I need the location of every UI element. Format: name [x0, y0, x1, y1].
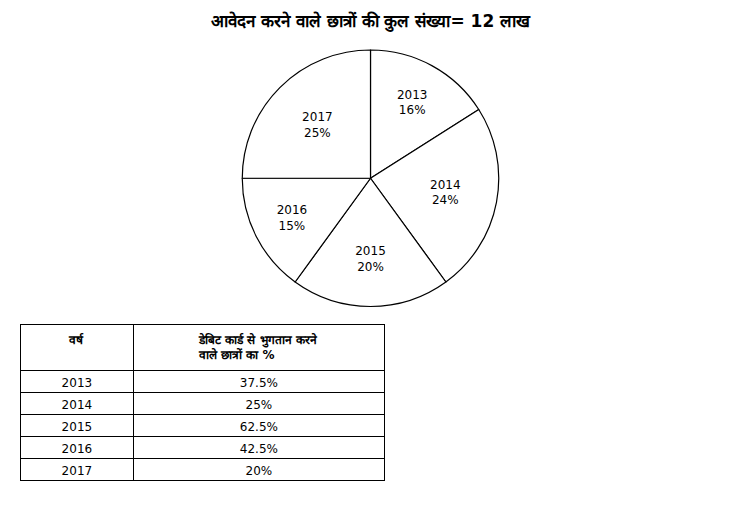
svg-text:201725%: 201725% [302, 110, 333, 140]
svg-text:आवेदन करने वाले छात्रों की कुल: आवेदन करने वाले छात्रों की कुल संख्या= 1… [211, 11, 531, 32]
svg-text:2016: 2016 [62, 442, 93, 456]
svg-text:201316%: 201316% [397, 88, 428, 118]
svg-text:20%: 20% [246, 464, 273, 478]
svg-text:37.5%: 37.5% [240, 376, 278, 390]
svg-text:62.5%: 62.5% [240, 420, 278, 434]
svg-text:2013: 2013 [62, 376, 93, 390]
svg-text:42.5%: 42.5% [240, 442, 278, 456]
svg-text:201520%: 201520% [355, 244, 386, 274]
svg-text:2017: 2017 [62, 464, 93, 478]
svg-text:201615%: 201615% [277, 203, 308, 233]
svg-text:2014: 2014 [62, 398, 93, 412]
svg-text:2015: 2015 [62, 420, 93, 434]
svg-text:डेबिट कार्ड से भुगतान करनेवाले: डेबिट कार्ड से भुगतान करनेवाले छात्रों क… [198, 333, 318, 363]
svg-text:वर्ष: वर्ष [68, 333, 84, 347]
svg-text:25%: 25% [246, 398, 273, 412]
svg-text:201424%: 201424% [430, 178, 461, 208]
